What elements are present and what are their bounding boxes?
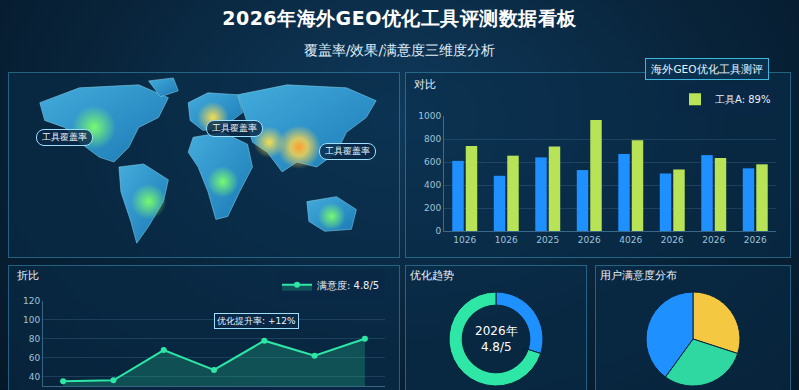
html-text:工具覆盖率: 工具覆盖率 bbox=[212, 123, 257, 133]
svg-text:2026: 2026 bbox=[744, 235, 767, 245]
svg-text:80: 80 bbox=[29, 334, 41, 344]
svg-text:60: 60 bbox=[29, 353, 41, 363]
svg-text:1026: 1026 bbox=[495, 235, 518, 245]
svg-text:1000: 1000 bbox=[418, 111, 441, 121]
svg-text:4026: 4026 bbox=[619, 235, 642, 245]
html-text:工具覆盖率: 工具覆盖率 bbox=[42, 132, 87, 142]
svg-text:2025: 2025 bbox=[536, 235, 559, 245]
html-text:2026年海外GEO优化工具评测数据看板: 2026年海外GEO优化工具评测数据看板 bbox=[222, 7, 577, 29]
svg-text:100: 100 bbox=[23, 315, 40, 325]
svg-text:优化提升率: +12%: 优化提升率: +12% bbox=[217, 316, 296, 326]
svg-text:800: 800 bbox=[424, 134, 441, 144]
svg-text:对比: 对比 bbox=[414, 78, 436, 91]
html-text:覆盖率/效果/满意度三维度分析: 覆盖率/效果/满意度三维度分析 bbox=[303, 42, 496, 58]
svg-text:0: 0 bbox=[435, 226, 441, 236]
svg-text:2026: 2026 bbox=[702, 235, 725, 245]
svg-text:用户满意度分布: 用户满意度分布 bbox=[600, 269, 677, 282]
svg-text:400: 400 bbox=[424, 180, 441, 190]
svg-text:折比: 折比 bbox=[17, 269, 39, 282]
svg-text:优化趋势: 优化趋势 bbox=[410, 269, 454, 282]
html-text:工具覆盖率: 工具覆盖率 bbox=[325, 146, 370, 156]
html-text:海外GEO优化工具测评: 海外GEO优化工具测评 bbox=[651, 63, 763, 75]
svg-text:40: 40 bbox=[29, 372, 41, 382]
svg-text:满意度: 4.8/5: 满意度: 4.8/5 bbox=[317, 280, 379, 291]
svg-text:2026: 2026 bbox=[578, 235, 601, 245]
svg-text:2026: 2026 bbox=[661, 235, 684, 245]
svg-text:200: 200 bbox=[424, 203, 441, 213]
svg-text:2026年4.8/5: 2026年4.8/5 bbox=[475, 324, 518, 354]
svg-text:600: 600 bbox=[424, 157, 441, 167]
svg-text:120: 120 bbox=[23, 296, 40, 306]
svg-text:1026: 1026 bbox=[453, 235, 476, 245]
svg-text:工具A: 89%: 工具A: 89% bbox=[715, 94, 770, 105]
